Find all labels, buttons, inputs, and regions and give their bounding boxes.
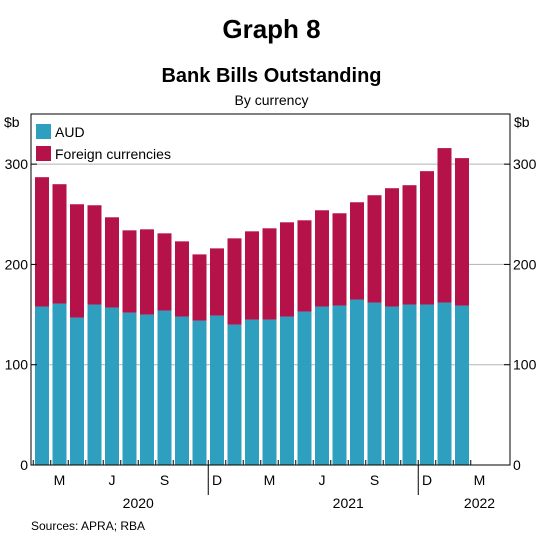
bar-foreign — [87, 205, 102, 305]
bar-aud — [385, 306, 399, 465]
bar-foreign — [420, 171, 434, 305]
y-tick-label-right: 200 — [513, 256, 537, 272]
bar-aud — [87, 304, 102, 465]
bar-aud — [140, 314, 154, 465]
bar-foreign — [367, 195, 382, 303]
bar-foreign — [157, 233, 172, 311]
bar-aud — [297, 311, 312, 465]
bar-aud — [332, 305, 347, 465]
graph-label: Graph 8 — [222, 14, 320, 44]
legend-label-aud: AUD — [55, 124, 85, 140]
bar-aud — [455, 305, 469, 465]
x-tick-label: M — [264, 472, 276, 488]
bar-foreign — [52, 184, 67, 304]
bar-aud — [157, 310, 172, 465]
bar-foreign — [280, 222, 294, 317]
bar-aud — [262, 319, 277, 465]
y-tick-label-left: 0 — [20, 457, 28, 473]
x-tick-label: S — [160, 472, 169, 488]
legend: AUD Foreign currencies — [36, 124, 171, 162]
bar-foreign — [262, 228, 277, 320]
x-tick-label: D — [212, 472, 222, 488]
bar-aud — [402, 304, 417, 465]
plot-frame — [30, 113, 511, 466]
bar-aud — [122, 312, 137, 465]
chart-subtitle: By currency — [235, 92, 309, 108]
bar-aud — [210, 315, 224, 465]
bars — [35, 148, 469, 465]
legend-label-foreign: Foreign currencies — [55, 146, 171, 162]
bar-foreign — [402, 185, 417, 305]
x-tick-label: M — [54, 472, 66, 488]
bar-foreign — [455, 158, 469, 306]
bar-aud — [437, 302, 452, 465]
bar-foreign — [437, 148, 452, 303]
bar-aud — [175, 316, 189, 465]
bar-aud — [315, 306, 329, 465]
y-tick-label-left: 300 — [5, 156, 29, 172]
bar-foreign — [245, 231, 259, 320]
bar-foreign — [105, 217, 119, 308]
bar-aud — [70, 317, 84, 465]
y-tick-label-right: 0 — [513, 457, 521, 473]
y-tick-label-right: 100 — [513, 357, 537, 373]
bar-foreign — [350, 202, 364, 300]
source-note: Sources: APRA; RBA — [31, 519, 145, 533]
bar-foreign — [315, 210, 329, 307]
bar-foreign — [122, 230, 137, 313]
bar-aud — [105, 307, 119, 465]
legend-swatch-aud — [36, 124, 51, 139]
bar-aud — [192, 320, 207, 465]
chart-title: Bank Bills Outstanding — [161, 65, 381, 87]
x-tick-label: M — [474, 472, 486, 488]
x-tick-label: S — [370, 472, 379, 488]
bar-foreign — [210, 248, 224, 316]
bar-aud — [367, 302, 382, 465]
bar-foreign — [385, 188, 399, 307]
bar-foreign — [192, 254, 207, 321]
y-tick-label-left: 200 — [5, 256, 29, 272]
bar-foreign — [297, 220, 312, 312]
y-axis-label-left: $b — [4, 114, 20, 130]
bar-aud — [420, 304, 434, 465]
bar-foreign — [227, 238, 242, 325]
x-tick-label: J — [319, 472, 326, 488]
x-year-label: 2020 — [123, 495, 154, 511]
x-year-label: 2022 — [464, 495, 495, 511]
y-axis-label-right: $b — [514, 114, 530, 130]
y-tick-label-left: 100 — [5, 357, 29, 373]
y-tick-label-right: 300 — [513, 156, 537, 172]
bar-foreign — [70, 204, 84, 318]
bar-aud — [52, 303, 67, 465]
bar-aud — [245, 319, 259, 465]
x-tick-label: J — [109, 472, 116, 488]
bar-foreign — [140, 229, 154, 315]
bar-foreign — [35, 177, 49, 307]
x-year-label: 2021 — [333, 495, 364, 511]
bar-aud — [35, 306, 49, 465]
bar-aud — [350, 299, 364, 465]
bar-foreign — [175, 241, 189, 317]
bar-aud — [280, 316, 294, 465]
x-tick-label: D — [422, 472, 432, 488]
bar-aud — [227, 324, 242, 465]
legend-swatch-foreign — [36, 146, 51, 161]
bar-foreign — [332, 213, 347, 306]
axes: 0 0 100 100 200 200 300 300 M J S D M J S D M 2020 2021 202… — [5, 156, 537, 511]
